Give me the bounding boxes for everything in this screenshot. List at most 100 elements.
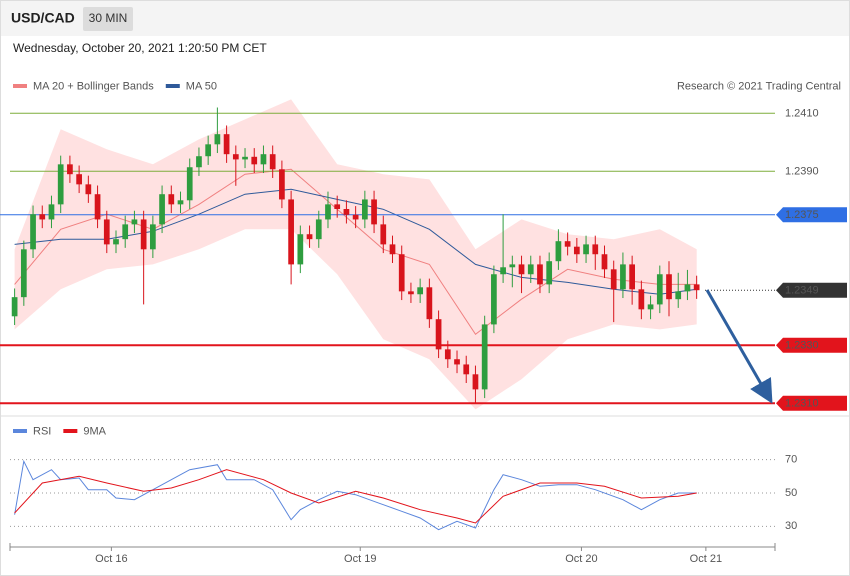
candle-body (472, 374, 479, 390)
candle-body (260, 154, 267, 165)
candle-body (629, 264, 635, 290)
forecast-arrow (705, 289, 773, 404)
candle-body (334, 204, 341, 209)
candle-body (288, 199, 294, 265)
level-tag (776, 337, 847, 353)
level-tag (776, 282, 847, 298)
candle-body (408, 291, 414, 295)
candle-body (214, 134, 221, 145)
legend-swatch (13, 84, 27, 88)
candle-body (269, 154, 276, 170)
candle-body (620, 264, 626, 290)
y-tick-label: 50 (785, 487, 797, 499)
candle-body (389, 244, 396, 255)
level-label: 1.2390 (785, 166, 819, 178)
header-bar (1, 1, 849, 36)
legend-label: MA 20 + Bollinger Bands (33, 80, 154, 92)
candle-body (509, 264, 516, 268)
rsi-panel: 30 50 70 Oct 16 Oct 19 Oct 20 Oct 21 RSI 9MA (9, 425, 797, 565)
legend-swatch (165, 84, 180, 88)
timeframe: 30 MIN (89, 11, 128, 25)
x-tick-label: Oct 21 (690, 553, 722, 565)
candle-body (398, 254, 405, 292)
candle-body (463, 364, 470, 375)
candle-body (601, 254, 608, 270)
candle-body (352, 214, 359, 220)
candle-body (297, 234, 304, 265)
candle-body (518, 264, 525, 275)
candle-body (361, 199, 368, 220)
candle-body (177, 200, 184, 205)
moving-average (14, 168, 697, 336)
candle-body (491, 274, 497, 325)
source-note: Research © 2021 Trading Central (677, 80, 841, 92)
candle-body (371, 199, 377, 225)
indicator-line (14, 459, 697, 531)
timeframe-box (83, 7, 133, 31)
indicator-line (14, 469, 697, 524)
candle-body (186, 167, 193, 201)
candle-body (76, 174, 82, 185)
level-label: 1.2349 (785, 285, 819, 297)
candle-body (196, 156, 202, 168)
level-label: 1.2410 (785, 108, 819, 120)
candle-body (564, 241, 571, 247)
candle-body (223, 134, 230, 155)
candle-body (426, 287, 433, 320)
candle-body (242, 156, 248, 160)
candle-body (555, 241, 562, 262)
candle-body (168, 194, 175, 205)
candle-body (583, 244, 589, 255)
candle-body (103, 219, 110, 245)
candle-body (610, 269, 617, 290)
candle-body (444, 349, 451, 360)
candle-body (537, 264, 543, 285)
candle-body (666, 274, 672, 300)
candle-body (279, 169, 285, 200)
candle-body (693, 284, 700, 291)
candle-body (481, 324, 488, 390)
candle-body (527, 264, 534, 275)
level-tag (776, 207, 847, 223)
candle-body (592, 244, 599, 255)
price-panel: 1.2410 1.2390 1.2375 1.2349 1.2330 1.2310 MA 2… (0, 80, 847, 411)
candle-body (315, 219, 322, 240)
candle-body (232, 154, 239, 160)
candle-body (251, 156, 258, 165)
candle-body (30, 214, 36, 250)
candle-body (684, 284, 691, 292)
y-tick-label: 70 (785, 454, 797, 466)
candle-body (48, 204, 55, 220)
candle-body (325, 204, 331, 220)
level-label: 1.2375 (785, 209, 819, 221)
candle-body (675, 291, 682, 300)
moving-average (14, 188, 697, 295)
candle-body (546, 261, 553, 285)
level-tag (776, 395, 847, 411)
candle-body (20, 249, 27, 298)
symbol: USD/CAD (11, 10, 75, 26)
legend-label: 9MA (83, 425, 106, 437)
candle-body (11, 297, 18, 317)
legend-swatch (13, 429, 27, 433)
x-tick-label: Oct 20 (565, 553, 597, 565)
candle-body (435, 319, 442, 350)
candle-body (122, 224, 129, 240)
candle-body (113, 239, 119, 245)
candle-body (380, 224, 387, 245)
candle-body (638, 289, 645, 310)
candle-body (85, 184, 92, 195)
level-label: 1.2330 (785, 340, 819, 352)
x-tick-label: Oct 16 (95, 553, 127, 565)
candle-body (159, 194, 165, 225)
candle-body (454, 359, 460, 365)
legend-label: MA 50 (186, 80, 217, 92)
candle-body (417, 287, 424, 295)
candle-body (500, 267, 506, 275)
candle-body (647, 304, 654, 310)
candle-body (343, 209, 350, 215)
candle-body (94, 194, 101, 220)
candle-body (573, 246, 580, 255)
candle-body (306, 234, 313, 240)
